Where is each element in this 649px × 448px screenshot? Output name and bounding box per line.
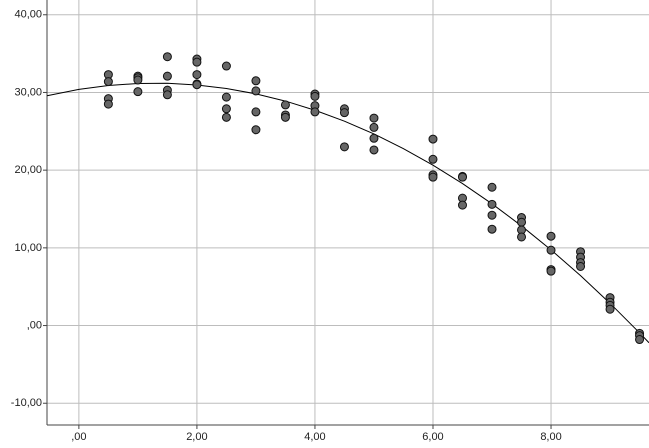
data-point <box>133 75 143 85</box>
data-point <box>103 77 113 87</box>
data-point <box>369 145 379 155</box>
data-point <box>162 90 172 100</box>
data-point <box>310 91 320 101</box>
data-point <box>457 200 467 210</box>
data-point <box>310 107 320 117</box>
x-tick-label: ,00 <box>71 431 86 443</box>
data-point <box>221 61 231 71</box>
data-point <box>605 304 615 314</box>
y-tick-label: -10,00 <box>11 397 42 409</box>
data-point <box>428 154 438 164</box>
y-tick-label: 40,00 <box>14 9 42 21</box>
data-point <box>162 52 172 62</box>
x-tick-label: 6,00 <box>422 431 443 443</box>
data-point <box>192 80 202 90</box>
data-point <box>221 92 231 102</box>
data-point <box>339 142 349 152</box>
y-tick-label: 30,00 <box>14 86 42 98</box>
y-tick-label: 20,00 <box>14 164 42 176</box>
data-point <box>192 70 202 80</box>
y-tick-label: ,00 <box>27 319 42 331</box>
data-point <box>517 232 527 242</box>
data-point <box>546 266 556 276</box>
data-point <box>369 122 379 132</box>
data-point <box>546 231 556 241</box>
data-point <box>192 57 202 67</box>
data-point <box>221 112 231 122</box>
data-point <box>428 172 438 182</box>
data-point <box>251 107 261 117</box>
x-tick-label: 8,00 <box>540 431 561 443</box>
data-point <box>428 134 438 144</box>
x-tick-label: 4,00 <box>304 431 325 443</box>
data-point <box>369 113 379 123</box>
data-point <box>487 199 497 209</box>
y-tick-label: 10,00 <box>14 242 42 254</box>
data-point <box>133 87 143 97</box>
data-point <box>221 104 231 114</box>
data-point <box>546 245 556 255</box>
data-point <box>251 86 261 96</box>
data-point <box>280 100 290 110</box>
data-point <box>339 108 349 118</box>
data-point <box>517 217 527 227</box>
data-point <box>487 210 497 220</box>
x-tick-label: 2,00 <box>186 431 207 443</box>
data-point <box>487 182 497 192</box>
data-point <box>103 99 113 109</box>
data-point <box>162 71 172 81</box>
data-point <box>280 112 290 122</box>
data-point <box>369 133 379 143</box>
data-point <box>251 125 261 135</box>
data-point <box>487 224 497 234</box>
data-point <box>635 335 645 345</box>
data-point <box>251 76 261 86</box>
data-point <box>576 261 586 271</box>
data-point <box>457 172 467 182</box>
fit-curve <box>46 82 649 344</box>
